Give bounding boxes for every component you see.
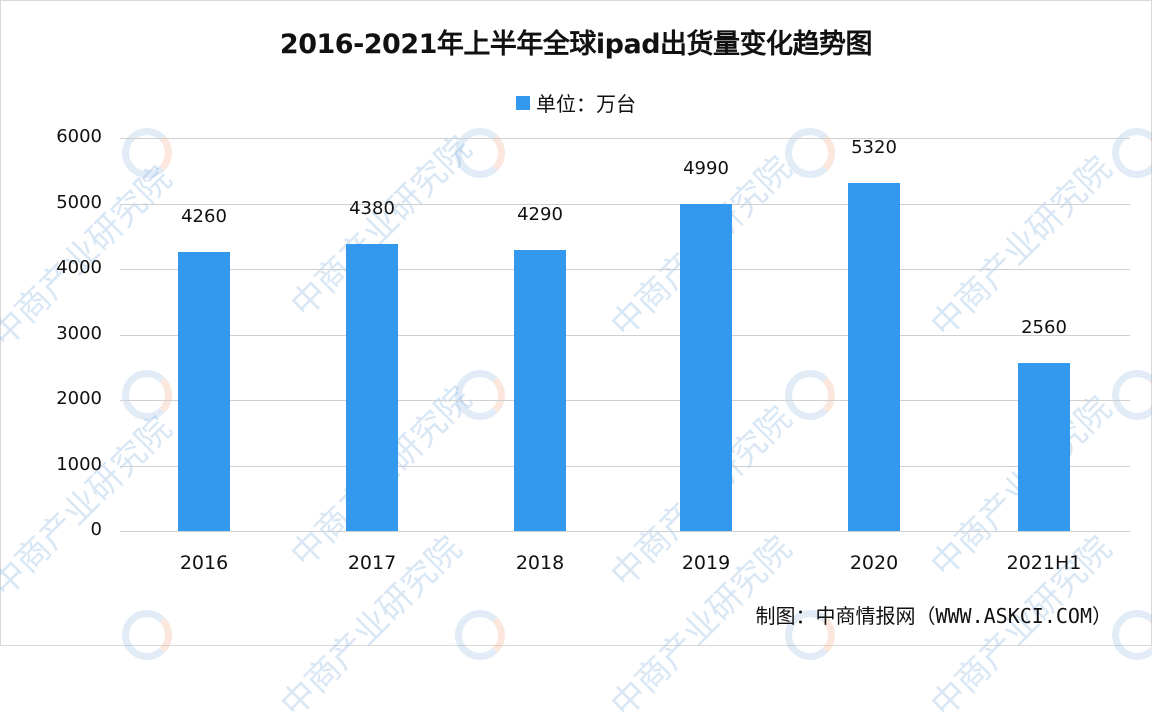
chart-title: 2016-2021年上半年全球ipad出货量变化趋势图 — [279, 29, 873, 60]
bar-value-label: 4290 — [517, 204, 563, 225]
y-tick-label: 0 — [90, 519, 102, 540]
y-tick-label: 3000 — [56, 322, 102, 344]
bar-2020 — [848, 182, 900, 531]
gridline — [120, 531, 1130, 532]
gridline — [120, 400, 1130, 401]
y-tick-label: 6000 — [56, 126, 102, 147]
x-tick-label: 2021H1 — [1006, 552, 1082, 574]
legend: 单位：万台 — [0, 88, 1152, 117]
y-tick-label: 5000 — [56, 191, 102, 213]
bar-value-label: 4990 — [683, 158, 729, 180]
bar-value-label: 4260 — [181, 205, 227, 227]
source-note: 制图：中商情报网（WWW.ASKCI.COM） — [755, 604, 1112, 628]
y-tick-label: 1000 — [56, 453, 102, 475]
bar-2016 — [178, 251, 230, 531]
y-tick-label: 4000 — [56, 257, 102, 278]
bar-2018 — [514, 250, 566, 531]
x-tick-label: 2020 — [849, 552, 899, 574]
x-tick-label: 2016 — [179, 552, 229, 574]
gridline — [120, 138, 1130, 139]
bar-value-label: 4380 — [349, 198, 395, 220]
bar-2019 — [680, 204, 732, 531]
bar-value-label: 5320 — [851, 136, 897, 158]
bar-value-label: 2560 — [1021, 317, 1067, 339]
legend-swatch-icon — [516, 95, 530, 110]
gridline — [120, 269, 1130, 270]
bar-2021H1 — [1018, 363, 1070, 531]
gridline — [120, 465, 1130, 467]
plot-area: 4260 4380 4290 4990 5320 2560 — [120, 136, 1130, 532]
y-tick-label: 2000 — [56, 388, 102, 409]
x-tick-label: 2017 — [347, 552, 397, 574]
x-tick-label: 2018 — [515, 552, 565, 574]
gridline — [120, 334, 1130, 336]
bar-2017 — [346, 244, 398, 531]
x-tick-label: 2019 — [681, 552, 731, 574]
gridline — [120, 203, 1130, 205]
legend-label: 单位：万台 — [536, 92, 636, 116]
